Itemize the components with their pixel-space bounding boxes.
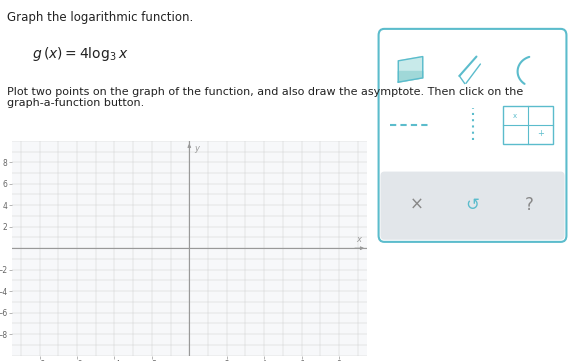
Polygon shape [398, 71, 423, 82]
Text: Graph the logarithmic function.: Graph the logarithmic function. [7, 11, 193, 24]
FancyBboxPatch shape [380, 171, 565, 240]
Text: ?: ? [524, 196, 533, 214]
FancyBboxPatch shape [502, 105, 553, 144]
FancyBboxPatch shape [379, 29, 566, 242]
Text: ×: × [409, 196, 423, 214]
Text: x: x [513, 113, 517, 119]
Text: $g\,(x) = 4\log_3 x$: $g\,(x) = 4\log_3 x$ [32, 45, 128, 63]
Text: Plot two points on the graph of the function, and also draw the asymptote. Then : Plot two points on the graph of the func… [7, 87, 523, 108]
Text: y: y [194, 144, 199, 153]
Text: x: x [357, 235, 361, 244]
Text: +: + [537, 129, 544, 138]
Polygon shape [398, 57, 423, 82]
Text: ↺: ↺ [465, 196, 480, 214]
